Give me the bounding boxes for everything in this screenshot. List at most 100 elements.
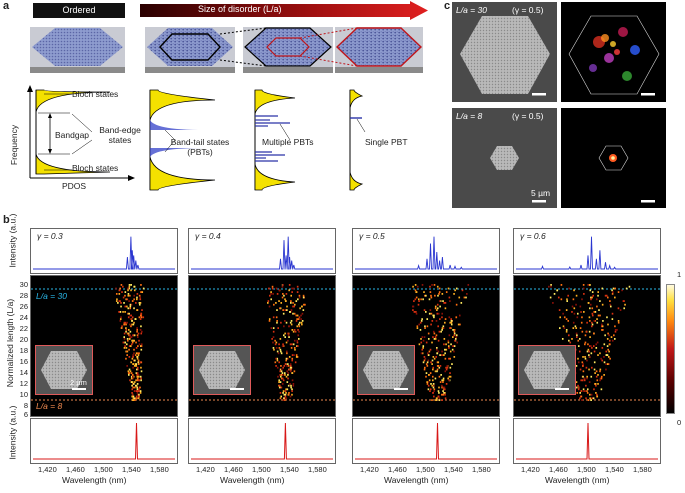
y-tick: 26 (19, 302, 28, 311)
spectrum-bottom-4 (513, 418, 661, 464)
x-tick: 1,420 (360, 465, 379, 474)
heatmap-inset-sem-2 (193, 345, 251, 395)
label-bloch-top: Bloch states (72, 89, 119, 99)
c-top-la: L/a = 30 (456, 5, 487, 15)
label-bloch-bottom: Bloch states (72, 163, 119, 173)
panel-a-label: a (3, 0, 10, 12)
spectrum-bottom-3 (352, 418, 500, 464)
spectrum-bottom-line-3 (355, 422, 497, 460)
gamma-label-4: γ = 0.6 (520, 231, 546, 241)
gamma-label-3: γ = 0.5 (359, 231, 385, 241)
emission-small (561, 108, 666, 208)
label-band-edge: Band-edge states (99, 125, 141, 145)
label-bandgap: Bandgap (55, 130, 90, 140)
x-tick: 1,500 (577, 465, 596, 474)
x-axis-label: Wavelength (nm) (545, 475, 610, 485)
colorbar-max: 1 (677, 270, 682, 279)
label-band-tail: Band-tail states (PBTs) (170, 137, 230, 157)
spectrum-top-line-4 (516, 236, 658, 270)
y-ticks: 30 28 26 24 22 20 18 16 14 12 10 8 6 (12, 276, 28, 419)
x-tick: 1,460 (66, 465, 85, 474)
y-tick: 10 (19, 390, 28, 399)
spectrum-top-4: γ = 0.6 (513, 228, 661, 274)
black-hexagon-2 (244, 27, 332, 67)
x-tick: 1,540 (605, 465, 624, 474)
spectrum-top-line-3 (355, 236, 497, 270)
x-tick: 1,460 (549, 465, 568, 474)
colorbar-min: 0 (677, 418, 682, 427)
label-multiple: Multiple PBTs (262, 137, 314, 147)
y-tick: 22 (19, 324, 28, 333)
x-axis-label: Wavelength (nm) (384, 475, 449, 485)
x-tick: 1,580 (472, 465, 491, 474)
heatmap-2 (188, 275, 336, 417)
dos-diagrams (27, 85, 366, 191)
x-tick: 1,500 (94, 465, 113, 474)
la30-label: L/a = 30 (36, 291, 67, 301)
spectrum-top-3: γ = 0.5 (352, 228, 500, 274)
spectrum-top-line-1 (33, 236, 175, 270)
y-top-label: Intensity (a.u.) (7, 213, 18, 268)
gamma-label-2: γ = 0.4 (195, 231, 221, 241)
disorder-label: Size of disorder (L/a) (198, 4, 282, 14)
spectrum-bottom-line-1 (33, 422, 175, 460)
spectrum-bottom-line-4 (516, 422, 658, 460)
x-tick: 1,460 (388, 465, 407, 474)
label-pdos: PDOS (62, 181, 87, 191)
x-axis-label: Wavelength (nm) (220, 475, 285, 485)
heatmap-inset-sem-1: 2 µm (35, 345, 93, 395)
y-tick: 16 (19, 357, 28, 366)
spectrum-top-2: γ = 0.4 (188, 228, 336, 274)
sem-large: L/a = 30 (γ = 0.5) (452, 2, 557, 102)
spectrum-bottom-2 (188, 418, 336, 464)
emission-large (561, 2, 666, 102)
c-top-gamma: (γ = 0.5) (512, 5, 544, 15)
red-hexagon-2 (266, 37, 310, 57)
heatmap-3 (352, 275, 500, 417)
x-tick: 1,460 (224, 465, 243, 474)
la8-label: L/a = 8 (36, 401, 63, 411)
x-tick: 1,500 (252, 465, 271, 474)
colorbar (666, 284, 675, 414)
ordered-hexagon (32, 28, 123, 66)
disorder-arrow (140, 1, 428, 20)
black-hexagon-1 (159, 33, 221, 61)
x-tick: 1,540 (444, 465, 463, 474)
label-frequency: Frequency (9, 124, 20, 166)
y-tick: 28 (19, 291, 28, 300)
heatmap-4 (513, 275, 661, 417)
spectrum-top-line-2 (191, 236, 333, 270)
y-tick: 18 (19, 346, 28, 355)
schematic-row (30, 27, 423, 73)
x-tick: 1,420 (38, 465, 57, 474)
c-scale-label: 5 µm (531, 188, 551, 198)
inset-scale-label: 2 µm (70, 378, 87, 387)
y-tick: 8 (23, 401, 28, 410)
x-axis-label: Wavelength (nm) (62, 475, 127, 485)
panel-c-label: c (444, 0, 451, 12)
y-tick: 14 (19, 368, 28, 377)
x-tick: 1,420 (196, 465, 215, 474)
x-tick: 1,580 (308, 465, 327, 474)
gamma-label-1: γ = 0.3 (37, 231, 63, 241)
label-single: Single PBT (365, 137, 408, 147)
x-tick: 1,420 (521, 465, 540, 474)
x-tick: 1,500 (416, 465, 435, 474)
y-tick: 20 (19, 335, 28, 344)
c-bottom-la: L/a = 8 (456, 111, 483, 121)
sem-small: L/a = 8 (γ = 0.5) 5 µm (452, 108, 557, 208)
x-tick: 1,580 (150, 465, 169, 474)
y-tick: 12 (19, 379, 28, 388)
y-tick: 24 (19, 313, 28, 322)
x-tick: 1,580 (633, 465, 652, 474)
spectrum-top-1: γ = 0.3 (30, 228, 178, 274)
heatmap-inset-sem-4 (518, 345, 576, 395)
y-tick: 30 (19, 280, 28, 289)
ordered-header: Ordered (33, 3, 125, 18)
x-tick: 1,540 (280, 465, 299, 474)
spectrum-bottom-line-2 (191, 422, 333, 460)
spectrum-bottom-1 (30, 418, 178, 464)
heatmap-inset-sem-3 (357, 345, 415, 395)
c-bottom-gamma: (γ = 0.5) (512, 111, 544, 121)
x-tick: 1,540 (122, 465, 141, 474)
